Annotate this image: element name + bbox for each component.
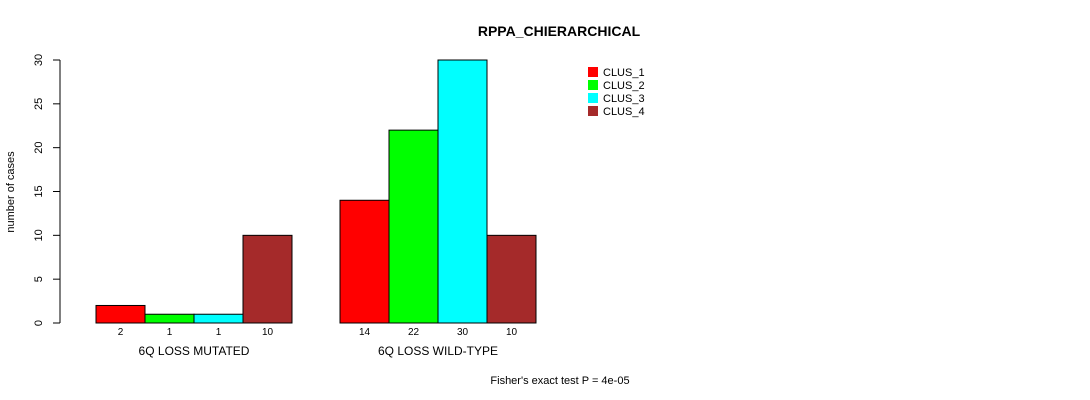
legend-label: CLUS_2 — [603, 80, 645, 92]
bar-value-label: 22 — [408, 327, 420, 338]
y-axis-label: number of cases — [5, 151, 17, 233]
y-tick-label: 25 — [33, 98, 45, 110]
bar — [144, 313, 195, 324]
legend-label: CLUS_4 — [603, 106, 645, 118]
y-tick-label: 5 — [33, 276, 45, 282]
y-tick-label: 10 — [33, 229, 45, 241]
bars — [95, 59, 537, 324]
y-tick-label: 30 — [33, 54, 45, 66]
bar — [486, 234, 537, 324]
bar-value-label: 2 — [118, 327, 124, 338]
y-tick-label: 20 — [33, 142, 45, 154]
group-labels: 6Q LOSS MUTATED 6Q LOSS WILD-TYPE — [139, 344, 498, 358]
bar — [437, 59, 488, 324]
y-tick-label: 0 — [33, 320, 45, 326]
bar-value-label: 1 — [167, 327, 173, 338]
bar-value-label: 14 — [359, 327, 371, 338]
chart-title: RPPA_CHIERARCHICAL — [478, 23, 641, 39]
bar — [193, 313, 244, 324]
group-label: 6Q LOSS MUTATED — [139, 344, 250, 358]
bar-value-label: 1 — [216, 327, 222, 338]
legend-swatch — [588, 93, 598, 103]
legend-swatch — [588, 67, 598, 77]
bar-value-label: 10 — [506, 327, 518, 338]
legend-label: CLUS_3 — [603, 93, 645, 105]
bar — [339, 199, 390, 324]
bar — [242, 234, 293, 324]
bar-value-labels: 2 1 1 10 14 22 30 10 — [118, 327, 518, 338]
y-axis: 0 5 10 15 20 25 30 — [33, 54, 61, 326]
legend-swatch — [588, 80, 598, 90]
y-tick-label: 15 — [33, 185, 45, 197]
group-label: 6Q LOSS WILD-TYPE — [378, 344, 498, 358]
bar-value-label: 30 — [457, 327, 469, 338]
footnote: Fisher's exact test P = 4e-05 — [490, 375, 629, 387]
bar — [95, 304, 146, 324]
bar — [388, 129, 439, 324]
legend-label: CLUS_1 — [603, 67, 645, 79]
bar-value-label: 10 — [262, 327, 274, 338]
legend-swatch — [588, 106, 598, 116]
